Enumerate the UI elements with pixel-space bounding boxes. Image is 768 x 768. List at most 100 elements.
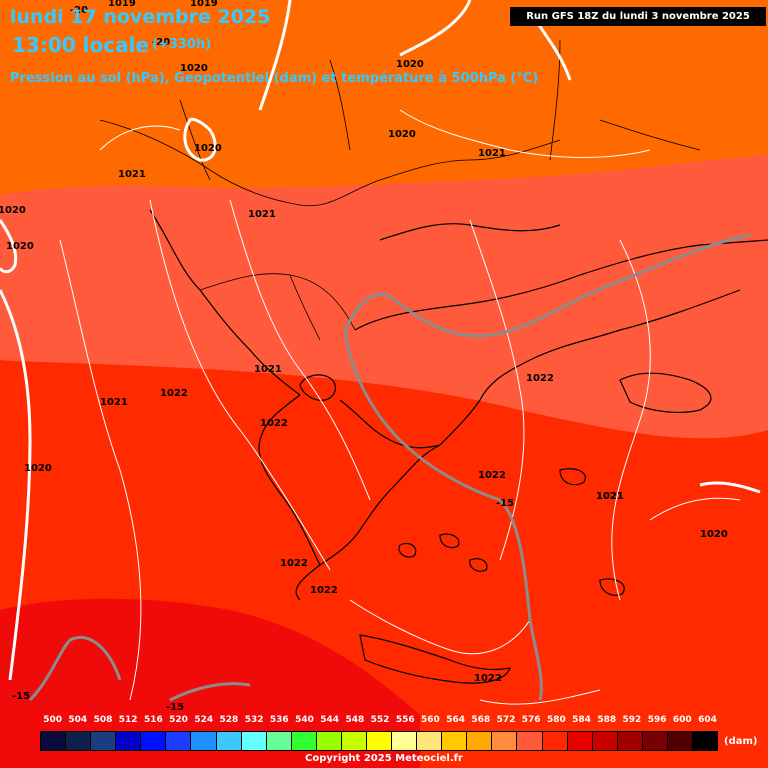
isobar-label: 1022 — [160, 388, 188, 399]
isobar-label: 1022 — [474, 673, 502, 684]
isobar-label: 1021 — [478, 148, 506, 159]
coastlines — [149, 209, 768, 684]
legend-value: 524 — [194, 715, 214, 725]
legend-swatch — [367, 732, 393, 750]
isobar-label: 1020 — [396, 59, 424, 70]
legend-value: 576 — [521, 715, 541, 725]
isobar-label: 1022 — [310, 585, 338, 596]
legend-value: 592 — [622, 715, 642, 725]
legend-swatch — [216, 732, 242, 750]
isobar-label: 1020 — [6, 241, 34, 252]
legend-swatch — [341, 732, 368, 750]
legend-swatch — [542, 732, 568, 750]
legend-value: 564 — [446, 715, 465, 725]
legend-value: 544 — [320, 715, 340, 725]
legend-color-bar — [40, 731, 718, 751]
isobar-label: 1022 — [526, 373, 554, 384]
isobar-label: 1020 — [194, 143, 222, 154]
isobar-label: 1021 — [118, 169, 146, 180]
isotherm-label: -20 — [70, 5, 88, 16]
legend-swatch — [291, 732, 317, 750]
legend-swatch — [41, 732, 67, 750]
legend-unit: (dam) — [724, 736, 758, 747]
isotherms — [28, 233, 751, 702]
isotherm-label: -15 — [166, 702, 184, 713]
legend-swatch — [141, 732, 167, 750]
isobar-label: 1021 — [596, 491, 624, 502]
isobar-label: 1022 — [280, 558, 308, 569]
legend-value: 548 — [345, 715, 365, 725]
isobar-label: 1022 — [260, 418, 288, 429]
legend-swatch — [667, 732, 694, 750]
legend-value: 560 — [421, 715, 440, 725]
legend-swatch — [693, 732, 718, 750]
legend-swatch — [492, 732, 518, 750]
legend-swatch — [567, 732, 593, 750]
legend-value: 512 — [118, 715, 138, 725]
isotherm-label: -20 — [152, 37, 170, 48]
legend-value: 596 — [647, 715, 667, 725]
isobar-label: 1020 — [388, 129, 416, 140]
legend-swatch — [191, 732, 217, 750]
isobar-label: 1021 — [248, 209, 276, 220]
isotherm-labels: -20 -20 -15 -15 -15 — [12, 5, 514, 713]
legend-value: 500 — [43, 715, 62, 725]
legend-value: 572 — [496, 715, 516, 725]
legend-swatch — [642, 732, 668, 750]
legend-value: 584 — [572, 715, 591, 725]
legend-value: 504 — [68, 715, 88, 725]
isobar-label: 1021 — [254, 364, 282, 375]
run-info: Run GFS 18Z du lundi 3 novembre 2025 — [510, 7, 766, 26]
legend-swatch — [442, 732, 468, 750]
forecast-date: lundi 17 novembre 2025 — [10, 6, 271, 28]
map-subtitle: Pression au sol (hPa), Geopotentiel (dam… — [10, 71, 539, 86]
legend-value: 528 — [219, 715, 239, 725]
band-580 — [0, 598, 420, 768]
forecast-lead-time: (+330h) — [152, 37, 212, 52]
legend-value: 536 — [269, 715, 289, 725]
legend-value: 540 — [295, 715, 314, 725]
copyright: Copyright 2025 Meteociel.fr — [305, 753, 463, 764]
legend-value: 600 — [672, 715, 692, 725]
isobar-label: 1020 — [24, 463, 52, 474]
forecast-time: 13:00 locale — [12, 33, 149, 57]
legend-swatch — [266, 732, 292, 750]
isobar-label: 1021 — [100, 397, 128, 408]
isotherm-label: -15 — [496, 498, 514, 509]
legend-swatch — [166, 732, 192, 750]
main-isobars — [0, 0, 761, 681]
isobar-label: 1020 — [180, 63, 208, 74]
legend-values: 500 504 508 512 516 520 524 528 532 536 540 544 548 5… — [40, 715, 720, 727]
borders — [99, 39, 701, 341]
legend-value: 520 — [169, 715, 188, 725]
legend-swatch — [592, 732, 618, 750]
isobar-label: 1022 — [478, 470, 506, 481]
legend-swatch — [392, 732, 418, 750]
legend-value: 508 — [93, 715, 113, 725]
legend-value: 516 — [143, 715, 163, 725]
legend-swatch — [517, 732, 543, 750]
legend-swatch — [66, 732, 92, 750]
legend-swatch — [116, 732, 142, 750]
legend-swatch — [467, 732, 493, 750]
legend-swatch — [417, 732, 443, 750]
isobar-label: 1021 — [596, 491, 624, 502]
isobar-label: 1019 — [190, 0, 218, 9]
legend-value: 604 — [698, 715, 717, 725]
legend-value: 532 — [244, 715, 264, 725]
legend-swatch — [91, 732, 117, 750]
legend-value: 568 — [471, 715, 491, 725]
legend-value: 556 — [395, 715, 415, 725]
legend-value: 552 — [370, 715, 390, 725]
isobar-label: 1020 — [0, 205, 26, 216]
legend-value: 588 — [597, 715, 617, 725]
isotherm-label: -15 — [12, 691, 30, 702]
legend-swatch — [316, 732, 342, 750]
legend-swatch — [617, 732, 643, 750]
band-568 — [0, 0, 768, 195]
isobar-labels: 1019 1019 1020 1020 1020 1020 1020 1021 … — [0, 0, 728, 684]
legend-value: 580 — [546, 715, 566, 725]
legend-swatch — [241, 732, 267, 750]
